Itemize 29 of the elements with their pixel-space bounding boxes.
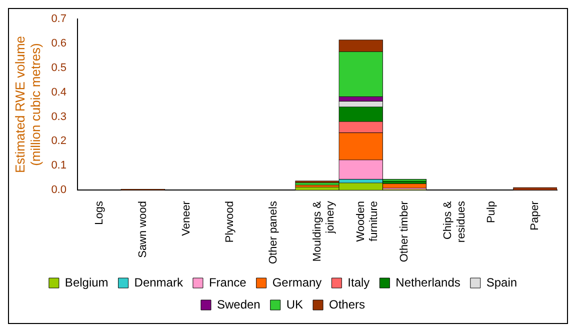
- y-tick-label: 0.7: [51, 13, 66, 26]
- legend-label: Belgium: [64, 275, 108, 290]
- x-tick-label: Chips & residues: [442, 200, 468, 243]
- legend-label: Others: [329, 297, 366, 312]
- y-axis-title: Estimated RWE volume (million cubic metres): [12, 36, 43, 174]
- x-tick-label: Mouldings & joinery: [311, 200, 336, 262]
- x-tick-label: Veneer: [180, 200, 192, 236]
- legend-label: Netherlands: [396, 275, 460, 290]
- x-tick-label: Pulp: [486, 201, 498, 224]
- x-tick-label: Other timber: [398, 200, 410, 262]
- y-tick-label: 0.0: [51, 184, 66, 196]
- legend-label: Germany: [272, 275, 322, 290]
- x-tick-label: Logs: [93, 200, 106, 225]
- x-tick-label: Paper: [529, 200, 542, 230]
- y-tick-label: 0.6: [51, 37, 66, 50]
- legend-label: Italy: [348, 275, 370, 290]
- y-tick-label: 0.2: [51, 135, 66, 148]
- legend-label: Spain: [486, 275, 518, 290]
- y-tick-label: 0.1: [51, 160, 66, 172]
- x-tick-label: Other panels: [268, 200, 280, 264]
- x-tick-label: Sawn wood: [136, 201, 149, 258]
- y-tick-label: 0.5: [51, 62, 66, 74]
- x-tick-label: Plywood: [224, 201, 236, 243]
- legend-label: France: [208, 275, 247, 290]
- legend-label: Denmark: [134, 275, 184, 290]
- legend-label: Sweden: [216, 297, 260, 312]
- legend-label: UK: [286, 297, 304, 312]
- y-tick-label: 0.4: [51, 86, 66, 98]
- y-tick-label: 0.3: [51, 110, 66, 123]
